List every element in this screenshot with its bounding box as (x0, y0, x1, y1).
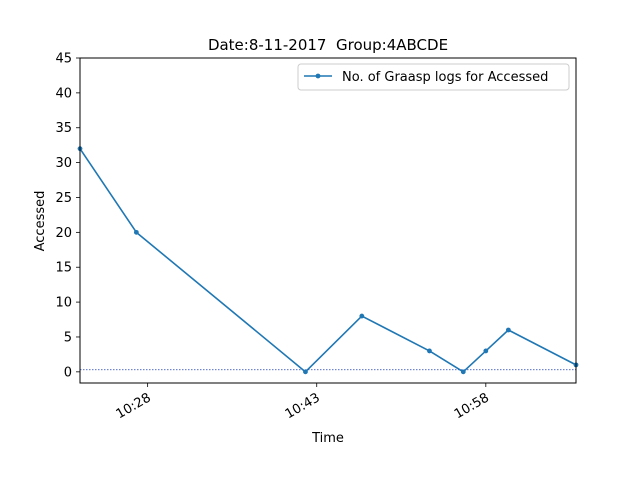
y-tick-label: 15 (55, 261, 72, 276)
y-tick-label: 5 (64, 330, 72, 345)
data-point (427, 348, 432, 354)
y-axis-label: Accessed (33, 191, 48, 252)
axes-frame (79, 57, 577, 384)
plot-background (80, 58, 576, 383)
data-point (359, 313, 365, 319)
data-point (133, 229, 139, 235)
data-point (303, 369, 308, 375)
y-tick-label: 35 (55, 121, 72, 136)
y-tick-label: 10 (55, 296, 72, 311)
legend-point-marker (315, 73, 321, 79)
x-axis-label: Time (311, 431, 344, 446)
y-tick-label: 20 (55, 226, 72, 241)
legend-box (297, 63, 570, 91)
data-point (483, 348, 489, 354)
y-tick-label: 0 (64, 365, 72, 380)
y-tick-label: 30 (55, 156, 72, 171)
legend: No. of Graasp logs for Accessed (297, 63, 570, 91)
chart-title: Date:8-11-2017 Group:4ABCDE (208, 36, 448, 54)
y-tick-label: 45 (55, 52, 72, 67)
data-point (505, 327, 511, 333)
y-tick-label: 25 (55, 191, 72, 206)
data-point (460, 369, 466, 375)
legend-entry-label: No. of Graasp logs for Accessed (342, 70, 548, 85)
y-tick-label: 40 (55, 86, 72, 101)
